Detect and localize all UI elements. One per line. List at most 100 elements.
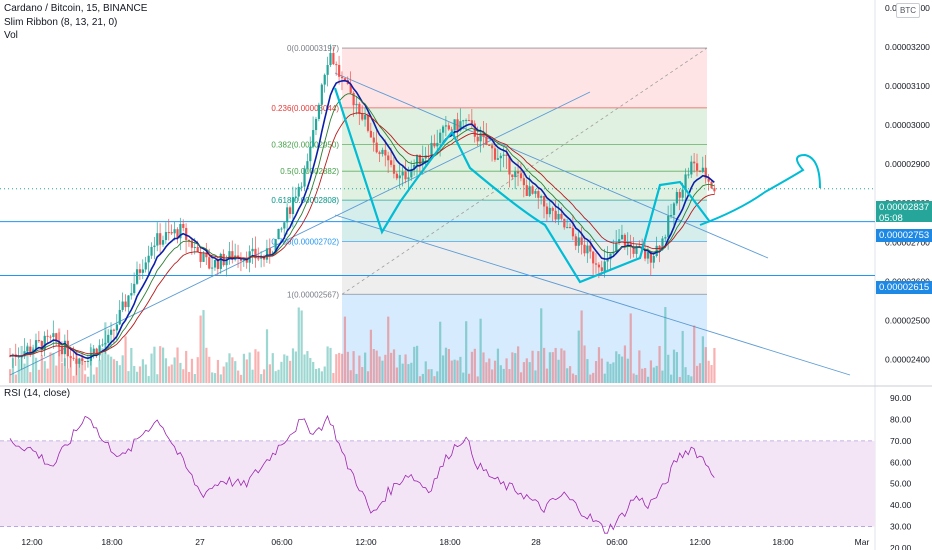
volume-bar <box>124 336 127 383</box>
candle-body <box>450 129 453 131</box>
candle-body <box>479 133 482 142</box>
candle-body <box>95 348 98 356</box>
volume-bar <box>629 313 632 383</box>
candle-body <box>525 185 528 196</box>
y-tick-label: 0.00002400 <box>885 355 930 365</box>
volume-bar <box>499 365 502 383</box>
volume-bar <box>274 371 277 383</box>
y-tick-label: 0.00003100 <box>885 81 930 91</box>
candle-body <box>395 173 398 179</box>
volume-bar <box>260 374 263 383</box>
candle-body <box>522 178 526 186</box>
volume-bar <box>182 369 185 383</box>
volume-bar <box>462 372 465 383</box>
volume-bar <box>346 351 349 383</box>
volume-bar <box>675 352 678 383</box>
volume-bar <box>314 368 318 383</box>
fib-level-label: 0.5(0.00002882) <box>280 167 339 176</box>
candle-body <box>615 242 618 252</box>
volume-label[interactable]: Vol <box>4 30 18 41</box>
candle-body <box>193 246 196 248</box>
volume-bar <box>378 356 381 383</box>
volume-bar <box>343 316 347 383</box>
x-tick-label: 18:00 <box>101 537 123 547</box>
candle-body <box>199 252 202 262</box>
volume-bar <box>95 367 98 383</box>
volume-bar <box>387 316 390 383</box>
rsi-tick-label: 70.00 <box>890 436 912 446</box>
volume-bar <box>52 353 55 383</box>
x-tick-label: Mar <box>855 537 870 547</box>
candle-body <box>23 351 26 357</box>
x-tick-label: 27 <box>195 537 205 547</box>
candle-body <box>453 119 456 131</box>
volume-bar <box>395 367 398 383</box>
candle-body <box>496 158 500 160</box>
candle-body <box>545 206 549 215</box>
candle-body <box>81 358 84 362</box>
volume-bar <box>277 369 280 383</box>
y-tick-label: 0.00003000 <box>885 120 930 130</box>
currency-button[interactable]: BTC <box>896 3 920 18</box>
volume-bar <box>326 346 329 383</box>
x-tick-label: 28 <box>531 537 541 547</box>
volume-bar <box>254 349 257 383</box>
candle-body <box>343 78 347 81</box>
volume-bar <box>297 307 300 383</box>
candle-body <box>505 154 508 156</box>
candle-body <box>684 174 687 190</box>
volume-bar <box>167 366 170 383</box>
volume-bar <box>433 376 436 383</box>
candle-body <box>147 255 150 263</box>
candle-body <box>707 178 710 182</box>
volume-bar <box>597 347 601 383</box>
volume-bar <box>17 359 20 383</box>
volume-bar <box>632 373 635 383</box>
candle-body <box>340 76 344 79</box>
volume-bar <box>508 369 511 383</box>
volume-bar <box>118 365 121 383</box>
volume-bar <box>159 346 162 383</box>
volume-bar <box>185 350 188 383</box>
candle-body <box>687 174 690 176</box>
candle-body <box>540 196 543 198</box>
candle-body <box>86 360 90 363</box>
volume-bar <box>170 364 173 383</box>
candle-body <box>465 120 468 122</box>
candle-body <box>60 346 64 355</box>
volume-bar <box>436 371 439 383</box>
fib-level-label: 0.382(0.00002950) <box>271 141 339 150</box>
candle-body <box>265 248 269 260</box>
volume-bar <box>29 372 32 383</box>
trendline-descending-upper <box>334 72 769 259</box>
volume-bar <box>620 356 624 383</box>
candle-body <box>381 149 384 155</box>
volume-bar <box>147 376 150 383</box>
volume-bar <box>323 366 326 383</box>
volume-bar <box>713 347 716 383</box>
candle-body <box>577 237 580 246</box>
volume-bar <box>136 371 139 383</box>
candle-body <box>84 361 87 363</box>
candle-body <box>701 167 704 172</box>
volume-bar <box>364 352 367 383</box>
volume-bar <box>416 345 419 383</box>
candle-body <box>537 191 540 198</box>
volume-bar <box>60 362 64 383</box>
volume-bar <box>667 354 670 383</box>
volume-bar <box>470 351 474 383</box>
rsi-label[interactable]: RSI (14, close) <box>4 388 71 399</box>
volume-bar <box>430 369 433 383</box>
indicator-label[interactable]: Slim Ribbon (8, 13, 21, 0) <box>4 17 118 28</box>
candle-body <box>156 233 159 246</box>
candle-body <box>34 340 38 350</box>
candle-body <box>459 121 462 131</box>
candle-body <box>548 207 551 215</box>
candle-body <box>349 83 352 93</box>
chart-title: Cardano / Bitcoin, 15, BINANCE <box>4 3 148 14</box>
candle-body <box>713 188 716 192</box>
candle-body <box>150 246 153 256</box>
volume-bar <box>652 367 655 383</box>
candle-body <box>20 356 23 358</box>
